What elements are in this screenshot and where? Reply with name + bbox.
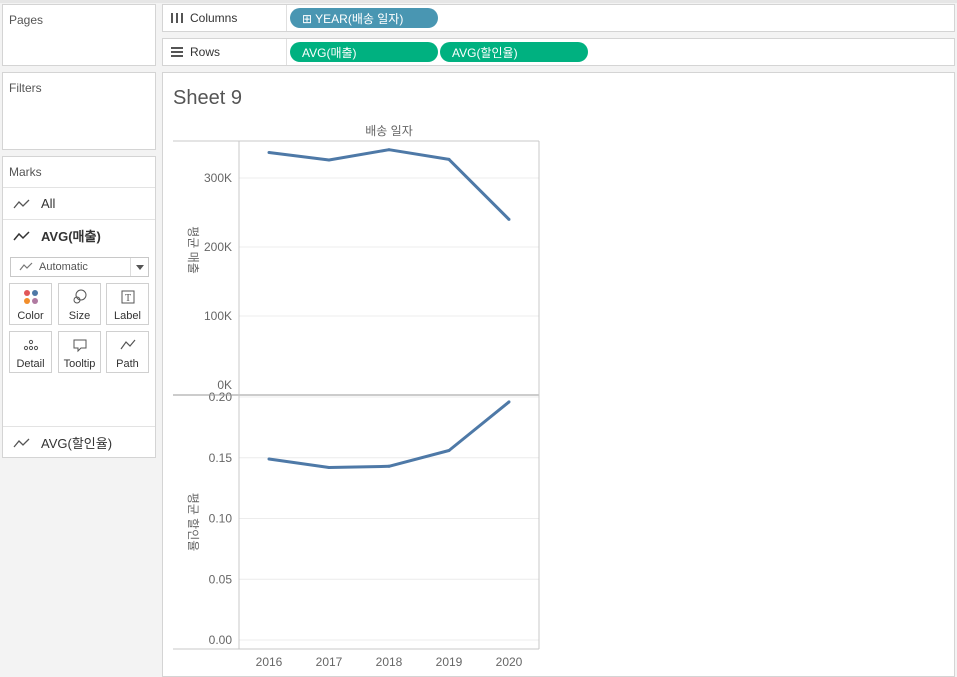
detail-button[interactable]: Detail [9, 331, 52, 373]
marks-pane-title: Marks [9, 165, 42, 179]
y-tick-label: 0.15 [209, 451, 233, 465]
marks-card-avg-sales[interactable]: AVG(매출) [3, 219, 155, 251]
columns-shelf-text: Columns [190, 11, 238, 25]
line-mark-icon [13, 438, 30, 447]
data-point [327, 466, 331, 469]
path-button[interactable]: Path [106, 331, 149, 373]
y-axis-title: 평균 매출 [186, 226, 200, 274]
data-point [327, 158, 331, 162]
line-chart-canvas[interactable]: 배송 일자 0K 100K 200K 300K 평균 매출 0.00 0.05 0.10 0.15… [163, 73, 954, 676]
filters-pane-title: Filters [9, 81, 42, 95]
data-point [387, 464, 391, 468]
y-tick-label: 200K [204, 240, 232, 254]
marks-card-label: All [41, 196, 56, 211]
pages-pane-title: Pages [9, 13, 44, 27]
worksheet-view[interactable]: Sheet 9 배송 일자 0K 100K 200K 300K 평균 매출 0.00 0.05… [162, 72, 955, 677]
y-tick-label: 0K [217, 378, 232, 392]
mark-type-value: Automatic [39, 261, 88, 273]
columns-shelf[interactable]: Columns ⊞ YEAR(배송 일자) [162, 4, 955, 32]
path-button-label: Path [116, 358, 139, 370]
x-tick-label: 2020 [496, 655, 523, 669]
label-button-label: Label [114, 310, 141, 322]
data-point [507, 400, 511, 404]
chart-header-title: 배송 일자 [365, 124, 413, 138]
data-point [267, 457, 271, 461]
size-button[interactable]: Size [58, 283, 101, 325]
x-tick-label: 2019 [436, 655, 463, 669]
marks-pane: Marks All AVG(매출) Automatic Color Size T… [2, 156, 156, 458]
marks-card-all[interactable]: All [3, 187, 155, 219]
marks-card-label: AVG(매출) [41, 229, 101, 244]
line-series-avg-sales [268, 148, 511, 221]
label-text-icon: T [107, 289, 148, 305]
data-point [267, 151, 271, 154]
rows-icon [171, 47, 183, 57]
columns-pill-year[interactable]: ⊞ YEAR(배송 일자) [290, 8, 438, 28]
size-button-label: Size [68, 310, 91, 322]
rows-pill-avg-sales[interactable]: AVG(매출) [290, 42, 438, 62]
data-point [447, 449, 451, 452]
rows-shelf-label: Rows [163, 39, 287, 65]
rows-pill-label: AVG(할인율) [452, 45, 518, 60]
filters-pane[interactable]: Filters [2, 72, 156, 150]
y-tick-label: 0.00 [209, 633, 233, 647]
columns-icon [171, 13, 183, 23]
data-point [387, 148, 391, 152]
detail-dots-icon [10, 337, 51, 353]
sheet-title: Sheet 9 [173, 87, 242, 109]
rows-pill-avg-discount[interactable]: AVG(할인율) [440, 42, 588, 62]
y-tick-label: 0.05 [209, 572, 233, 586]
tooltip-button-label: Tooltip [63, 358, 96, 370]
top-toolbar-strip [0, 0, 957, 3]
y-tick-label: 300K [204, 171, 232, 185]
x-tick-label: 2017 [316, 655, 343, 669]
marks-card-label: AVG(할인율) [41, 436, 113, 451]
rows-pill-label: AVG(매출) [302, 45, 357, 60]
tooltip-bubble-icon [59, 337, 100, 353]
svg-text:T: T [124, 293, 130, 304]
y-tick-label: 100K [204, 309, 232, 323]
columns-shelf-label: Columns [163, 5, 287, 31]
line-mark-icon [13, 199, 30, 208]
rows-shelf-text: Rows [190, 45, 221, 59]
y-axis-title: 평균 할인율 [186, 493, 200, 552]
detail-button-label: Detail [16, 358, 45, 370]
color-button-label: Color [17, 310, 44, 322]
y-tick-label: 0.10 [209, 512, 233, 526]
y-tick-label: 0.20 [209, 390, 233, 404]
columns-pill-label: ⊞ YEAR(배송 일자) [302, 11, 404, 26]
x-tick-label: 2016 [256, 655, 283, 669]
data-point [507, 217, 511, 221]
rows-shelf[interactable]: Rows AVG(매출) AVG(할인율) [162, 38, 955, 66]
mark-type-dropdown[interactable]: Automatic [10, 257, 149, 277]
line-mark-icon [13, 230, 30, 240]
label-button[interactable]: T Label [106, 283, 149, 325]
x-tick-label: 2018 [376, 655, 403, 669]
color-button[interactable]: Color [9, 283, 52, 325]
pages-pane[interactable]: Pages [2, 4, 156, 66]
size-circles-icon [59, 289, 100, 305]
tooltip-button[interactable]: Tooltip [58, 331, 101, 373]
color-dots-icon [10, 289, 51, 305]
line-mark-icon [19, 262, 33, 271]
chevron-down-icon[interactable] [130, 258, 148, 276]
marks-card-avg-discount[interactable]: AVG(할인율) [3, 426, 155, 458]
data-point [447, 157, 451, 161]
path-line-icon [107, 337, 148, 353]
